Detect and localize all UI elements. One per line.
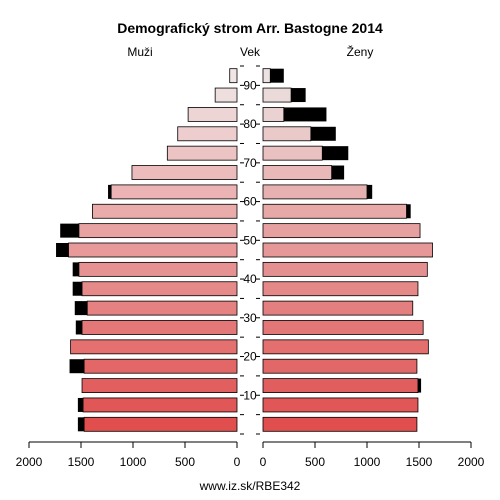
men-bar-30-34 bbox=[86, 300, 238, 316]
age-tick-label: 90 bbox=[243, 78, 257, 92]
women-x-tick-label: 1500 bbox=[406, 455, 433, 469]
women-bar-25-29 bbox=[262, 320, 424, 335]
men-excess-bar-30-34 bbox=[74, 301, 88, 316]
women-x-tick-label: 2000 bbox=[458, 455, 485, 469]
men-x-tick-label: 1500 bbox=[68, 455, 95, 469]
men-bar-80-84 bbox=[187, 107, 238, 122]
age-label: Vek bbox=[240, 45, 261, 59]
men-bar-15-19 bbox=[83, 358, 238, 374]
axes-layer: 10 20 30 40 50 60 70 80 90 2000 1500 1000 500 0 0 500 10… bbox=[16, 65, 485, 469]
women-excess-bar-70-74 bbox=[322, 146, 349, 161]
age-tick-label: 40 bbox=[243, 272, 257, 286]
men-excess-bar-60-64 bbox=[108, 184, 112, 199]
women-x-tick-label: 1000 bbox=[354, 455, 381, 469]
men-excess-bar-40-44 bbox=[72, 262, 79, 277]
women-excess-bar-90+ bbox=[270, 68, 284, 83]
women-bar-10-14 bbox=[262, 378, 419, 393]
women-excess-bar-80-84 bbox=[283, 107, 327, 122]
women-bar-5-9 bbox=[262, 397, 419, 413]
age-tick-label: 70 bbox=[243, 156, 257, 170]
age-tick-label: 50 bbox=[243, 233, 257, 247]
men-bar-45-49 bbox=[68, 242, 238, 258]
men-x-tick-label: 1000 bbox=[120, 455, 147, 469]
women-bar-65-69 bbox=[262, 165, 333, 180]
age-tick-label: 30 bbox=[243, 311, 257, 325]
men-bar-55-59 bbox=[92, 203, 238, 219]
men-excess-bar-35-39 bbox=[72, 281, 83, 296]
women-bar-70-74 bbox=[262, 145, 323, 161]
men-bar-0-4 bbox=[83, 416, 238, 432]
women-bar-45-49 bbox=[262, 242, 433, 258]
men-bar-5-9 bbox=[82, 397, 238, 413]
men-excess-bar-5-9 bbox=[77, 397, 84, 412]
women-x-tick-label: 0 bbox=[260, 455, 267, 469]
men-bar-75-79 bbox=[177, 126, 238, 142]
footer-url: www.iz.sk/RBE342 bbox=[199, 479, 301, 493]
women-bar-50-54 bbox=[262, 223, 421, 239]
women-bar-15-19 bbox=[262, 358, 418, 374]
age-tick-label: 10 bbox=[243, 388, 257, 402]
men-label: Muži bbox=[127, 45, 152, 59]
women-bar-35-39 bbox=[262, 281, 419, 297]
men-bar-50-54 bbox=[78, 223, 238, 239]
women-bar-90+ bbox=[262, 68, 271, 84]
men-bar-70-74 bbox=[166, 145, 238, 161]
men-bar-85-89 bbox=[214, 87, 238, 103]
women-excess-bar-85-89 bbox=[291, 88, 306, 103]
women-bar-60-64 bbox=[262, 184, 368, 200]
women-bar-40-44 bbox=[262, 261, 428, 277]
men-excess-bar-0-4 bbox=[77, 417, 85, 432]
women-bar-75-79 bbox=[262, 126, 312, 142]
women-bar-55-59 bbox=[262, 203, 407, 219]
men-bar-65-69 bbox=[131, 165, 238, 180]
men-bar-20-24 bbox=[70, 339, 238, 355]
men-bar-10-14 bbox=[81, 378, 238, 393]
men-excess-bar-45-49 bbox=[56, 243, 69, 257]
men-x-tick-label: 500 bbox=[175, 455, 195, 469]
women-bar-30-34 bbox=[262, 300, 414, 316]
women-excess-bar-75-79 bbox=[310, 126, 336, 141]
men-x-tick-label: 0 bbox=[234, 455, 241, 469]
women-bar-0-4 bbox=[262, 416, 418, 432]
women-bar-20-24 bbox=[262, 339, 429, 355]
women-bar-85-89 bbox=[262, 87, 292, 103]
women-label: Ženy bbox=[347, 44, 374, 59]
men-bar-35-39 bbox=[81, 281, 238, 297]
men-bar-60-64 bbox=[110, 184, 238, 200]
women-x-tick-label: 500 bbox=[305, 455, 325, 469]
women-excess-bar-65-69 bbox=[331, 165, 345, 180]
men-excess-bar-25-29 bbox=[75, 320, 83, 335]
men-bar-90+ bbox=[229, 68, 238, 84]
men-excess-bar-50-54 bbox=[60, 223, 79, 238]
women-excess-bar-60-64 bbox=[367, 184, 373, 199]
women-excess-bar-10-14 bbox=[417, 378, 422, 393]
chart-title: Demografický strom Arr. Bastogne 2014 bbox=[117, 20, 383, 36]
age-tick-label: 20 bbox=[243, 350, 257, 364]
age-tick-label: 80 bbox=[243, 117, 257, 131]
women-bar-80-84 bbox=[262, 107, 285, 122]
age-tick-label: 60 bbox=[243, 195, 257, 209]
men-x-tick-label: 2000 bbox=[16, 455, 43, 469]
bars-layer bbox=[56, 68, 433, 432]
men-excess-bar-15-19 bbox=[69, 359, 85, 374]
women-excess-bar-55-59 bbox=[406, 204, 411, 219]
men-bar-25-29 bbox=[81, 320, 238, 335]
men-bar-40-44 bbox=[78, 261, 238, 277]
